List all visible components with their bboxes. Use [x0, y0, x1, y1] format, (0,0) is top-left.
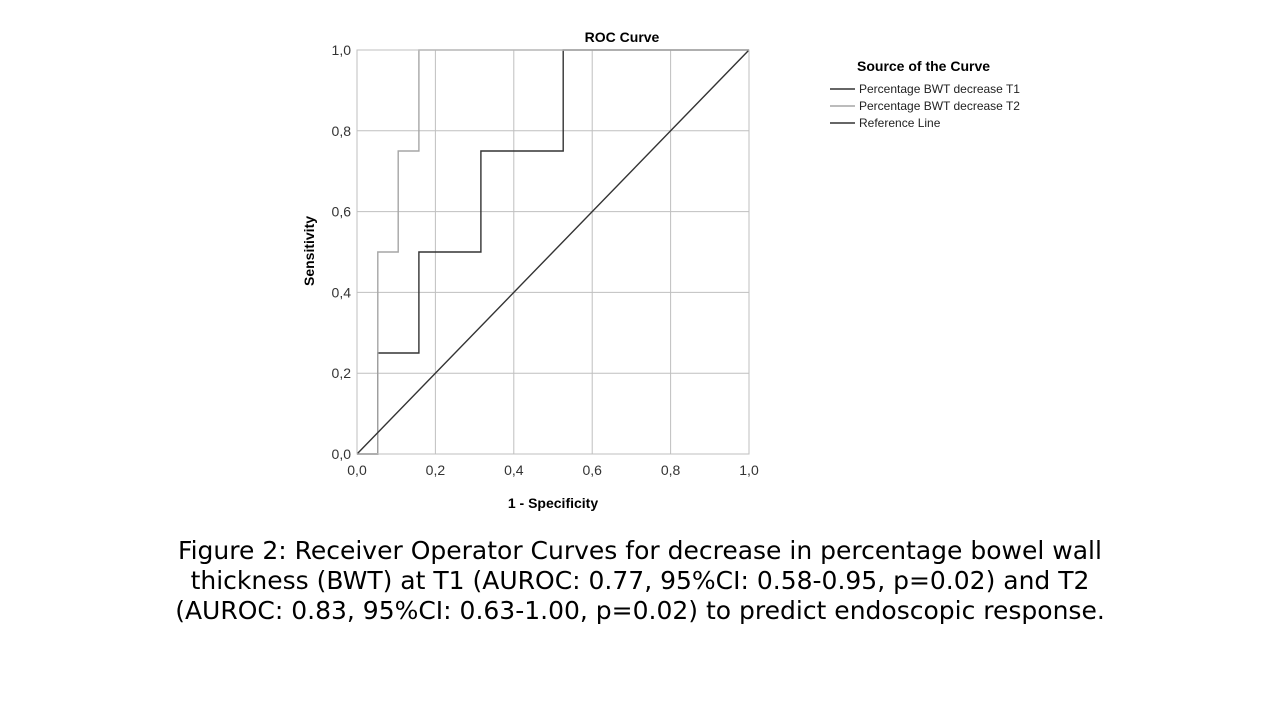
legend-label: Reference Line: [859, 116, 941, 130]
y-tick-label: 0,4: [332, 284, 352, 300]
legend-label: Percentage BWT decrease T2: [859, 99, 1020, 113]
y-tick-label: 0,2: [332, 365, 352, 381]
chart-title: ROC Curve: [585, 29, 660, 45]
legend: Source of the Curve Percentage BWT decre…: [830, 58, 1020, 130]
legend-title: Source of the Curve: [857, 58, 990, 74]
x-axis-label: 1 - Specificity: [508, 495, 598, 511]
x-tick-label: 0,6: [582, 462, 602, 478]
x-tick-label: 0,2: [426, 462, 446, 478]
x-tick-label: 0,4: [504, 462, 524, 478]
series-line-percentage-bwt-decrease-t2: [357, 49, 749, 455]
y-tick-label: 0,0: [332, 446, 352, 462]
y-tick-label: 0,6: [332, 204, 352, 220]
series-line-reference-line: [356, 49, 750, 455]
y-tick-label: 1,0: [332, 42, 352, 58]
figure-caption: Figure 2: Receiver Operator Curves for d…: [175, 536, 1105, 625]
y-tick-label: 0,8: [332, 123, 352, 139]
y-axis-label: Sensitivity: [301, 216, 317, 286]
tick-labels: 0,0 0,2 0,4 0,6 0,8 1,0 0,0 0,2 0,4 0,6 0,8 1,0: [332, 42, 759, 478]
x-tick-label: 0,8: [661, 462, 681, 478]
roc-chart: ROC Curve 0,0 0,2 0,4 0,6 0,8 1,0 0,0 0,2 0,4 0,6…: [301, 29, 1020, 511]
grid-lines: [357, 50, 749, 454]
legend-label: Percentage BWT decrease T1: [859, 82, 1020, 96]
plot-frame: [356, 49, 750, 455]
x-tick-label: 1,0: [739, 462, 759, 478]
curve-lines: [356, 49, 750, 455]
x-tick-label: 0,0: [347, 462, 367, 478]
